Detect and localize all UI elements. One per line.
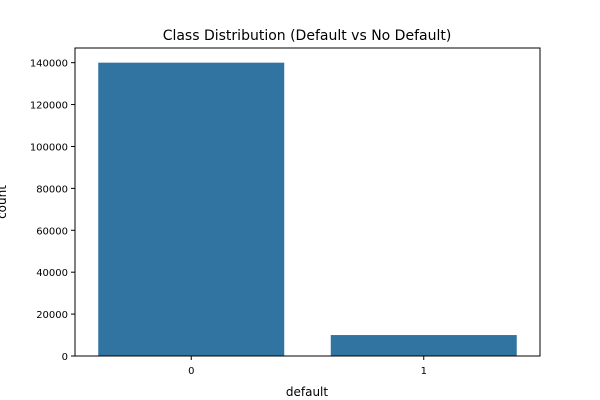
x-tick-label: 1 <box>421 366 427 377</box>
y-tick-label: 0 <box>62 352 68 363</box>
y-tick-label: 60000 <box>36 226 68 237</box>
y-axis: 0 20000 40000 60000 80000 100000 120000 140000 <box>30 59 75 363</box>
y-axis-title: count <box>0 185 9 219</box>
plot-frame <box>74 47 541 357</box>
x-tick-label: 0 <box>188 366 194 377</box>
y-tick-label: 20000 <box>36 310 68 321</box>
y-tick-label: 140000 <box>30 59 68 70</box>
x-axis-title: default <box>286 385 329 399</box>
chart-title: Class Distribution (Default vs No Defaul… <box>163 28 452 44</box>
bar-0 <box>98 62 285 357</box>
y-tick-label: 100000 <box>30 142 68 153</box>
y-tick-label: 40000 <box>36 268 68 279</box>
plot-area <box>98 62 517 357</box>
y-tick-label: 80000 <box>36 184 68 195</box>
bar-1 <box>330 335 517 356</box>
y-tick-label: 120000 <box>30 101 68 112</box>
